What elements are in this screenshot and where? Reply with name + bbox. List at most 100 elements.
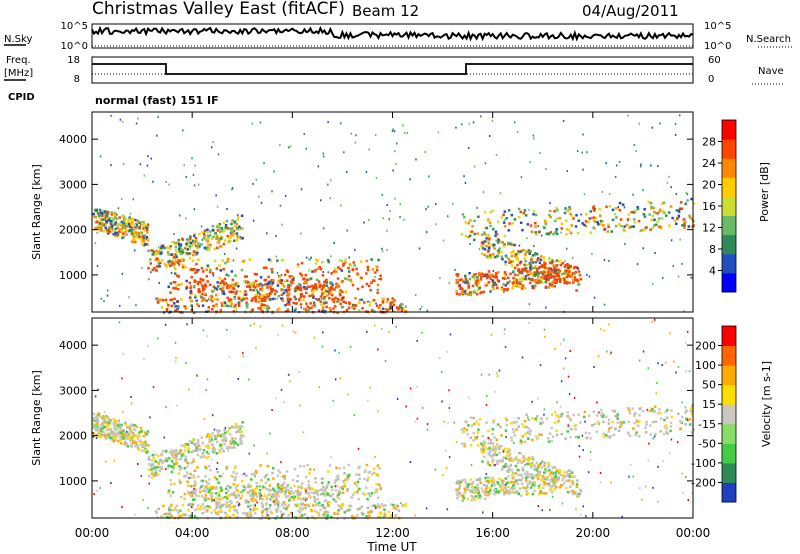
- data-cell: [249, 282, 253, 286]
- data-cell: [215, 478, 219, 481]
- colorbar-swatch: [722, 158, 736, 178]
- data-cell: [235, 247, 238, 250]
- data-cell: [287, 491, 291, 494]
- data-cell: [426, 231, 428, 234]
- data-cell: [367, 300, 369, 303]
- data-cell: [327, 286, 330, 290]
- data-cell: [236, 501, 239, 504]
- data-cell: [229, 427, 231, 430]
- data-cell: [427, 205, 429, 208]
- data-cell: [499, 425, 502, 429]
- data-cell: [314, 268, 317, 272]
- data-cell: [157, 262, 161, 265]
- data-cell: [346, 488, 349, 491]
- data-cell: [145, 227, 148, 230]
- data-cell: [168, 183, 170, 186]
- data-cell: [218, 429, 222, 432]
- data-cell: [563, 482, 566, 485]
- data-cell: [175, 360, 177, 363]
- data-cell: [223, 428, 226, 432]
- data-cell: [493, 243, 496, 247]
- data-cell: [220, 301, 223, 305]
- data-cell: [555, 279, 559, 282]
- data-cell: [644, 426, 647, 430]
- data-cell: [690, 276, 693, 279]
- data-cell: [375, 490, 379, 493]
- data-cell: [162, 449, 165, 453]
- data-cell: [470, 424, 474, 428]
- data-cell: [115, 213, 118, 216]
- data-cell: [187, 446, 190, 450]
- data-cell: [153, 266, 156, 270]
- data-cell: [120, 230, 123, 233]
- data-cell: [325, 510, 328, 513]
- data-cell: [482, 191, 485, 194]
- data-cell: [517, 469, 520, 472]
- data-cell: [230, 493, 233, 497]
- data-cell: [220, 497, 223, 501]
- data-cell: [183, 449, 187, 452]
- data-cell: [206, 234, 210, 237]
- data-cell: [237, 504, 240, 507]
- data-cell: [204, 283, 207, 286]
- data-cell: [391, 297, 394, 300]
- data-cell: [500, 468, 504, 471]
- beam-label: Beam 12: [352, 2, 419, 20]
- data-cell: [254, 296, 257, 299]
- data-cell: [548, 464, 551, 468]
- data-cell: [329, 286, 333, 290]
- data-cell: [483, 232, 487, 236]
- data-cell: [658, 225, 661, 228]
- data-cell: [442, 239, 445, 242]
- data-cell: [254, 293, 257, 297]
- data-cell: [552, 495, 554, 498]
- data-cell: [225, 495, 228, 499]
- data-cell: [367, 476, 370, 480]
- data-cell: [273, 170, 275, 173]
- data-cell: [230, 222, 233, 226]
- data-cell: [341, 260, 343, 263]
- data-cell: [571, 480, 574, 483]
- data-cell: [213, 247, 217, 251]
- data-cell: [276, 272, 279, 275]
- data-cell: [294, 490, 298, 493]
- data-cell: [174, 243, 178, 246]
- data-cell: [222, 282, 226, 286]
- data-cell: [360, 505, 364, 508]
- data-cell: [409, 461, 412, 463]
- data-cell: [189, 503, 192, 506]
- data-cell: [344, 261, 347, 264]
- data-cell: [140, 223, 144, 227]
- data-cell: [467, 281, 470, 285]
- data-cell: [489, 492, 492, 495]
- data-cell: [206, 228, 209, 231]
- data-cell: [260, 479, 263, 482]
- data-cell: [528, 433, 531, 436]
- data-cell: [145, 228, 149, 232]
- data-cell: [574, 270, 577, 274]
- data-cell: [258, 492, 262, 495]
- data-cell: [208, 283, 212, 287]
- data-cell: [99, 155, 102, 158]
- data-cell: [692, 202, 696, 205]
- data-cell: [169, 451, 172, 454]
- data-cell: [455, 278, 458, 282]
- data-cell: [531, 461, 534, 465]
- data-cell: [555, 281, 558, 284]
- data-cell: [388, 331, 390, 334]
- data-cell: [266, 232, 268, 235]
- data-cell: [507, 448, 510, 451]
- data-cell: [632, 193, 634, 196]
- data-cell: [599, 472, 602, 474]
- data-cell: [146, 223, 150, 226]
- data-cell: [382, 515, 386, 519]
- data-cell: [256, 501, 258, 504]
- data-cell: [522, 211, 526, 215]
- data-cell: [110, 482, 112, 484]
- data-cell: [207, 482, 210, 485]
- data-cell: [142, 227, 145, 230]
- data-cell: [229, 240, 232, 243]
- data-cell: [240, 430, 243, 434]
- data-cell: [368, 148, 370, 151]
- data-cell: [157, 115, 159, 118]
